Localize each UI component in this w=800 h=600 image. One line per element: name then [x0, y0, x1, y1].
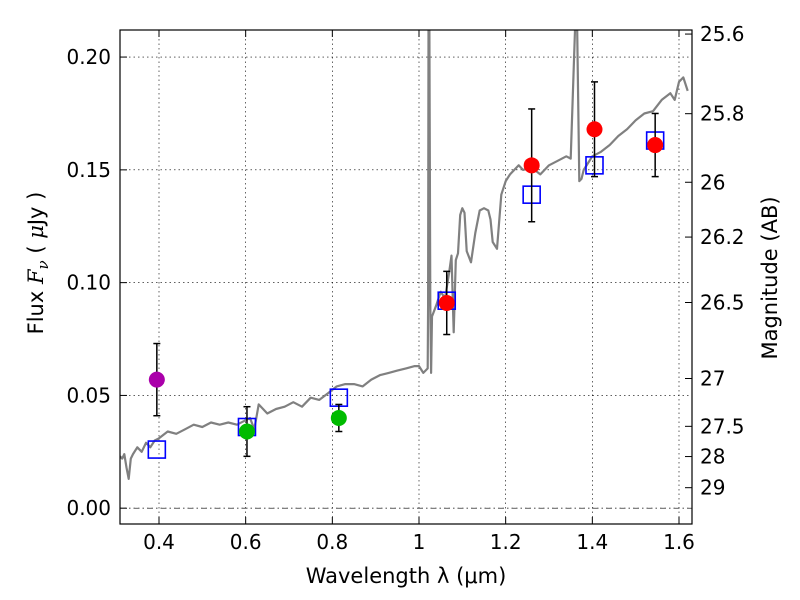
- observed-flux-point-red: [586, 121, 603, 138]
- magnitude-tick-label: 27.5: [700, 414, 745, 438]
- magnitude-tick-label: 26: [700, 170, 725, 194]
- observed-flux-point-purple: [148, 371, 165, 388]
- observed-flux-point-red: [647, 137, 664, 154]
- y-tick-label: 0.15: [66, 158, 111, 182]
- observed-flux-point-red: [438, 294, 455, 311]
- grid-layer: [120, 30, 692, 524]
- y-tick-label: 0.00: [66, 496, 111, 520]
- y-label-nu: ν: [34, 260, 52, 269]
- magnitude-tick-label: 26.5: [700, 290, 745, 314]
- y-tick-label: 0.10: [66, 271, 111, 295]
- y-tick-label: 0.05: [66, 383, 111, 407]
- y-tick-label: 0.20: [66, 45, 111, 69]
- magnitude-tick-label: 29: [700, 476, 725, 500]
- x-tick-label: 0.4: [143, 530, 175, 554]
- axis-layer: 0.4 0.6 0.8 1 1.2 1.4 1.6 0.00 0.05 0.10 0.15 0.20 2…: [66, 22, 744, 554]
- magnitude-axis-label: Magnitude (AB): [758, 196, 782, 359]
- y-axis-label: Flux Fν ( μJy ): [24, 192, 52, 335]
- x-tick-label: 1.6: [663, 530, 695, 554]
- x-tick-label: 1.2: [490, 530, 522, 554]
- y-label-flux: Flux: [24, 284, 48, 334]
- x-tick-label: 1: [413, 530, 426, 554]
- y-label-unit: Jy ): [24, 192, 48, 228]
- magnitude-tick-label: 28: [700, 445, 725, 469]
- x-tick-label: 0.8: [316, 530, 348, 554]
- magnitude-tick-label: 25.6: [700, 22, 745, 46]
- observed-flux-point-red: [523, 157, 540, 174]
- observed-flux-point-green: [238, 423, 255, 440]
- model-flux-square: [329, 388, 349, 407]
- template-spectrum-line: [120, 30, 689, 480]
- model-flux-square: [147, 440, 167, 459]
- plot-frame: [119, 29, 693, 525]
- y-label-f: F: [24, 268, 48, 285]
- x-tick-label: 0.6: [230, 530, 262, 554]
- x-tick-label: 1.4: [576, 530, 608, 554]
- data-layer: [120, 30, 689, 480]
- magnitude-tick-label: 27: [700, 367, 725, 391]
- magnitude-tick-label: 26.2: [700, 225, 745, 249]
- x-axis-label: Wavelength λ (μm): [306, 564, 507, 588]
- y-label-mu: μ: [24, 225, 48, 239]
- magnitude-tick-label: 25.8: [700, 102, 745, 126]
- y-label-open: (: [24, 239, 48, 261]
- observed-flux-point-green: [330, 409, 347, 426]
